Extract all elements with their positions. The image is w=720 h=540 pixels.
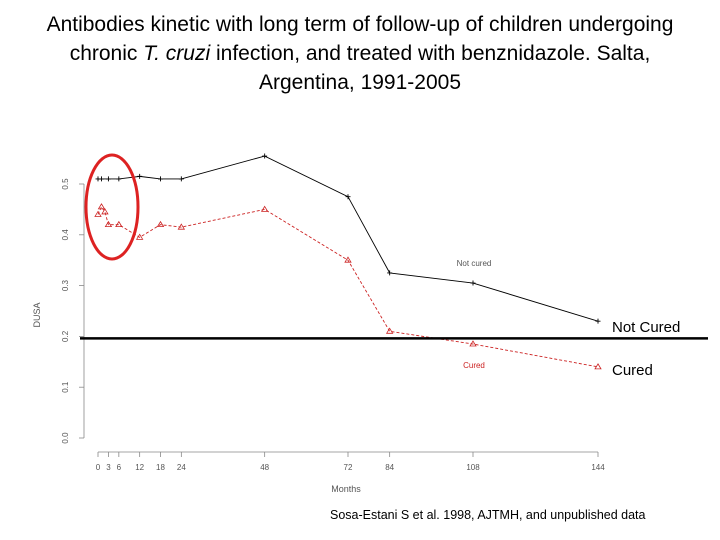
- series-line-not-cured: [98, 155, 599, 322]
- y-tick-label: 0.5: [61, 178, 70, 190]
- series-line-cured: [97, 205, 599, 368]
- data-point-cured: [177, 223, 186, 230]
- data-point-not-cured: [98, 176, 104, 182]
- x-axis-label: Months: [331, 484, 361, 494]
- series-label-not-cured: Not cured: [457, 259, 492, 268]
- title-italic-species: T. cruzi: [143, 42, 211, 65]
- data-point-not-cured: [116, 176, 122, 182]
- y-tick-label: 0.2: [61, 330, 70, 342]
- y-tick-label: 0.1: [61, 381, 70, 393]
- x-tick-label: 84: [385, 463, 394, 472]
- data-point-cured: [94, 210, 102, 217]
- y-tick-label: 0.4: [61, 229, 70, 241]
- title-part-2: infection, and treated with benznidazole…: [210, 42, 651, 94]
- x-tick-label: 3: [106, 463, 111, 472]
- data-point-cured: [594, 363, 602, 370]
- data-point-not-cured: [595, 318, 601, 324]
- data-point-not-cured: [470, 280, 476, 286]
- x-tick-label: 72: [344, 463, 353, 472]
- data-point-not-cured: [345, 194, 351, 200]
- y-tick-label: 0.0: [61, 432, 70, 444]
- data-point-not-cured: [178, 176, 184, 182]
- data-point-cured: [97, 203, 106, 210]
- data-point-not-cured: [387, 270, 393, 276]
- data-point-not-cured: [105, 176, 111, 182]
- data-point-not-cured: [158, 176, 163, 182]
- data-point-cured: [260, 205, 269, 212]
- y-axis-label: DUSA: [32, 302, 42, 327]
- x-tick-label: 0: [96, 463, 101, 472]
- source-citation: Sosa-Estani S et al. 1998, AJTMH, and un…: [330, 508, 646, 522]
- data-point-cured: [469, 340, 477, 347]
- title-part-1: Antibodies kinetic with long term of fol…: [46, 13, 674, 65]
- y-tick-label: 0.3: [61, 279, 70, 291]
- x-tick-label: 108: [466, 463, 480, 472]
- x-tick-label: 12: [135, 463, 144, 472]
- chart-axes: 0 3 6 12 18 24 48 72 84 108 144 Months 0.0 0.1 0.2 0.3 0…: [32, 178, 605, 494]
- data-point-cured: [135, 233, 144, 240]
- data-point-cured: [344, 256, 352, 263]
- series-layer: [94, 153, 602, 370]
- labels-layer: Not cured Cured Not Cured Cured: [80, 153, 708, 379]
- callout-not-cured: Not Cured: [612, 319, 680, 336]
- chart-title: Antibodies kinetic with long term of fol…: [40, 10, 680, 97]
- series-label-cured: Cured: [463, 361, 485, 370]
- x-tick-label: 6: [117, 463, 122, 472]
- data-point-not-cured: [137, 173, 143, 179]
- data-point-cured: [115, 220, 123, 228]
- x-tick-label: 18: [156, 463, 165, 472]
- highlight-ellipse: [84, 153, 140, 261]
- data-point-cured: [101, 208, 109, 215]
- x-tick-label: 24: [177, 463, 186, 472]
- data-point-not-cured: [262, 153, 268, 159]
- x-tick-label: 48: [260, 463, 269, 472]
- data-point-cured: [104, 220, 113, 228]
- data-point-cured: [385, 327, 394, 334]
- data-point-cured: [156, 220, 165, 228]
- callout-cured: Cured: [612, 362, 653, 379]
- x-tick-label: 144: [591, 463, 605, 472]
